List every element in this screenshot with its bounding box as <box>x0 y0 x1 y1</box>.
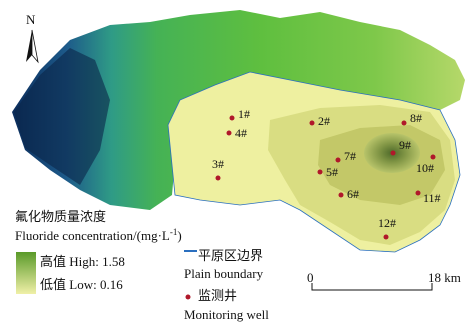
well-dot <box>336 158 341 163</box>
well-label: 2# <box>318 114 330 128</box>
well-label: 1# <box>238 107 250 121</box>
legend-well-dot <box>186 295 191 300</box>
legend-boundary-en: Plain boundary <box>184 266 264 281</box>
legend-unit: Fluoride concentration/(mg·L-1) <box>15 227 182 243</box>
well-dot <box>339 193 344 198</box>
well-label: 9# <box>399 138 411 152</box>
well-label: 10# <box>416 161 434 175</box>
scale-start: 0 <box>307 270 314 285</box>
legend-high: 高值 High: 1.58 <box>40 254 125 269</box>
scale-end: 18 km <box>428 270 461 285</box>
legend-unit-text: ) <box>177 228 181 243</box>
well-dot <box>318 170 323 175</box>
well-label: 11# <box>423 191 441 205</box>
well-dot <box>384 235 389 240</box>
well-dot <box>230 116 235 121</box>
well-dot <box>402 121 407 126</box>
well-label: 7# <box>344 149 356 163</box>
north-arrow <box>26 30 32 62</box>
well-label: 6# <box>347 187 359 201</box>
legend-title: 氟化物质量浓度 <box>15 209 106 224</box>
north-arrow <box>32 30 38 62</box>
well-dot <box>227 131 232 136</box>
well-label: 8# <box>410 111 422 125</box>
scale-bar <box>312 283 432 290</box>
map: N 1# 2# 3# 4# 5# 6# 7# 8# 9# 10# 11# 12#… <box>0 0 473 327</box>
well-dot <box>416 191 421 196</box>
legend-ramp <box>16 252 36 294</box>
well-label: 12# <box>378 216 396 230</box>
legend-unit-exponent: -1 <box>170 227 178 237</box>
well-dot <box>216 176 221 181</box>
legend-low: 低值 Low: 0.16 <box>40 277 123 292</box>
legend-unit-text: Fluoride concentration/(mg·L <box>15 228 170 243</box>
north-label: N <box>26 12 36 27</box>
well-label: 4# <box>235 126 247 140</box>
well-dot <box>431 155 436 160</box>
well-dot <box>391 151 396 156</box>
well-dot <box>310 121 315 126</box>
legend-boundary-cn: 平原区边界 <box>198 248 263 263</box>
well-label: 5# <box>326 165 338 179</box>
legend-well-cn: 监测井 <box>198 288 237 303</box>
well-label: 3# <box>212 157 224 171</box>
legend-well-en: Monitoring well <box>184 307 269 322</box>
